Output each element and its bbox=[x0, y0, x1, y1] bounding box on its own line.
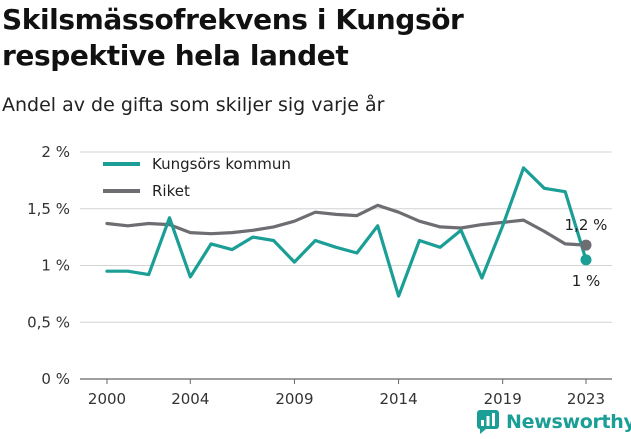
y-tick-label: 0,5 % bbox=[27, 313, 70, 331]
gridlines bbox=[80, 151, 612, 380]
end-point-kungsors-kommun bbox=[580, 254, 592, 266]
legend-label: Kungsörs kommun bbox=[152, 155, 291, 173]
x-tick-label: 2014 bbox=[379, 390, 417, 408]
y-tick-label: 1,5 % bbox=[27, 200, 70, 218]
y-tick-label: 1 % bbox=[41, 257, 70, 275]
x-tick-label: 2019 bbox=[484, 390, 522, 408]
legend: Kungsörs kommun Riket bbox=[103, 155, 291, 200]
chart-title-line-1: Skilsmässofrekvens i Kungsör bbox=[2, 3, 464, 36]
end-markers: 1 % 1,2 % bbox=[565, 216, 608, 290]
y-tick-label: 2 % bbox=[41, 143, 70, 161]
series-line-kungsors-kommun bbox=[105, 166, 588, 298]
chart-title-line-2: respektive hela landet bbox=[2, 39, 349, 72]
x-tick-label: 2009 bbox=[275, 390, 313, 408]
end-point-riket bbox=[580, 239, 592, 251]
chart-title: Skilsmässofrekvens i Kungsör respektive … bbox=[2, 2, 464, 74]
x-tick-label: 2000 bbox=[88, 390, 126, 408]
newsworthy-logo-icon bbox=[477, 410, 499, 434]
x-tick-label: 2023 bbox=[567, 390, 605, 408]
end-label-kungsors-kommun: 1 % bbox=[572, 272, 601, 290]
end-label-riket: 1,2 % bbox=[565, 216, 608, 234]
chart-subtitle: Andel av de gifta som skiljer sig varje … bbox=[2, 94, 385, 116]
x-axis-ticks: 2000 2004 2009 2014 2019 2023 bbox=[88, 379, 605, 408]
series-lines bbox=[105, 166, 588, 298]
brand-name: Newsworthy bbox=[506, 411, 631, 433]
y-axis-ticks: 0 % 0,5 % 1 % 1,5 % 2 % bbox=[27, 143, 70, 388]
y-tick-label: 0 % bbox=[41, 370, 70, 388]
x-tick-label: 2004 bbox=[171, 390, 209, 408]
newsworthy-brand: Newsworthy bbox=[476, 407, 631, 437]
series-line-riket bbox=[105, 203, 588, 247]
legend-label: Riket bbox=[152, 182, 190, 200]
